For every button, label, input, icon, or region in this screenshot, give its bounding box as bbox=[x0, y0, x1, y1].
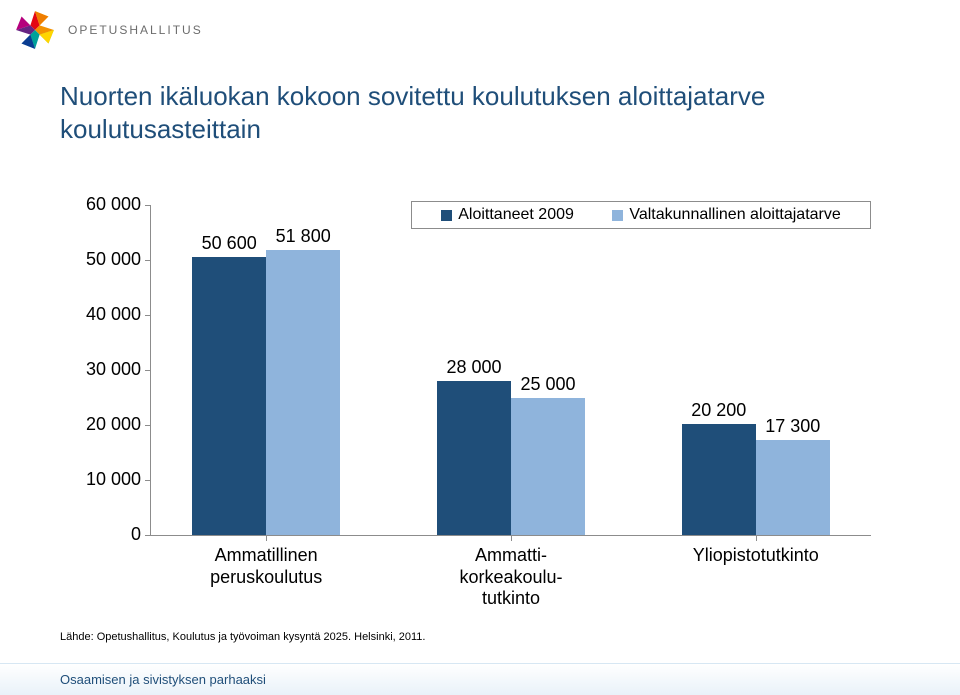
legend-swatch bbox=[441, 210, 452, 221]
x-tick bbox=[511, 535, 512, 541]
y-tick bbox=[145, 425, 151, 426]
y-tick bbox=[145, 260, 151, 261]
y-tick-label: 40 000 bbox=[66, 304, 141, 325]
y-tick-label: 10 000 bbox=[66, 469, 141, 490]
chart-legend: Aloittaneet 2009 Valtakunnallinen aloitta… bbox=[411, 201, 871, 229]
footer: Osaamisen ja sivistyksen parhaaksi bbox=[0, 663, 960, 695]
x-tick bbox=[756, 535, 757, 541]
legend-item: Valtakunnallinen aloittajatarve bbox=[612, 206, 840, 224]
y-tick bbox=[145, 370, 151, 371]
bar-chart: Aloittaneet 2009 Valtakunnallinen aloitta… bbox=[65, 175, 885, 605]
category-group: 50 60051 800 bbox=[192, 250, 340, 535]
x-axis-label: Ammatti- korkeakoulu- tutkinto bbox=[401, 545, 621, 610]
y-tick-label: 0 bbox=[66, 524, 141, 545]
y-tick bbox=[145, 535, 151, 536]
header: OPETUSHALLITUS bbox=[14, 9, 203, 51]
category-group: 28 00025 000 bbox=[437, 381, 585, 535]
legend-item: Aloittaneet 2009 bbox=[441, 206, 574, 224]
bar-value-label: 50 600 bbox=[202, 233, 257, 254]
bar-value-label: 28 000 bbox=[446, 357, 501, 378]
bar: 17 300 bbox=[756, 440, 830, 535]
y-tick-label: 30 000 bbox=[66, 359, 141, 380]
legend-label: Valtakunnallinen aloittajatarve bbox=[629, 206, 840, 224]
y-tick bbox=[145, 480, 151, 481]
bar: 50 600 bbox=[192, 257, 266, 535]
y-tick-label: 50 000 bbox=[66, 249, 141, 270]
footer-text: Osaamisen ja sivistyksen parhaaksi bbox=[60, 672, 266, 687]
category-group: 20 20017 300 bbox=[682, 424, 830, 535]
org-name: OPETUSHALLITUS bbox=[68, 23, 203, 37]
bar: 51 800 bbox=[266, 250, 340, 535]
bar-value-label: 51 800 bbox=[276, 226, 331, 247]
bar: 28 000 bbox=[437, 381, 511, 535]
legend-label: Aloittaneet 2009 bbox=[458, 206, 574, 224]
y-tick bbox=[145, 315, 151, 316]
bar: 25 000 bbox=[511, 398, 585, 536]
bar-value-label: 20 200 bbox=[691, 400, 746, 421]
bar-value-label: 25 000 bbox=[520, 374, 575, 395]
logo-icon bbox=[14, 9, 56, 51]
x-axis-label: Yliopistotutkinto bbox=[646, 545, 866, 567]
x-tick bbox=[266, 535, 267, 541]
x-axis-label: Ammatillinen peruskoulutus bbox=[156, 545, 376, 588]
bar-value-label: 17 300 bbox=[765, 416, 820, 437]
y-tick-label: 20 000 bbox=[66, 414, 141, 435]
y-tick bbox=[145, 205, 151, 206]
source-line: Lähde: Opetushallitus, Koulutus ja työvo… bbox=[60, 631, 425, 643]
page-title: Nuorten ikäluokan kokoon sovitettu koulu… bbox=[60, 80, 900, 145]
legend-swatch bbox=[612, 210, 623, 221]
y-tick-label: 60 000 bbox=[66, 194, 141, 215]
bar: 20 200 bbox=[682, 424, 756, 535]
